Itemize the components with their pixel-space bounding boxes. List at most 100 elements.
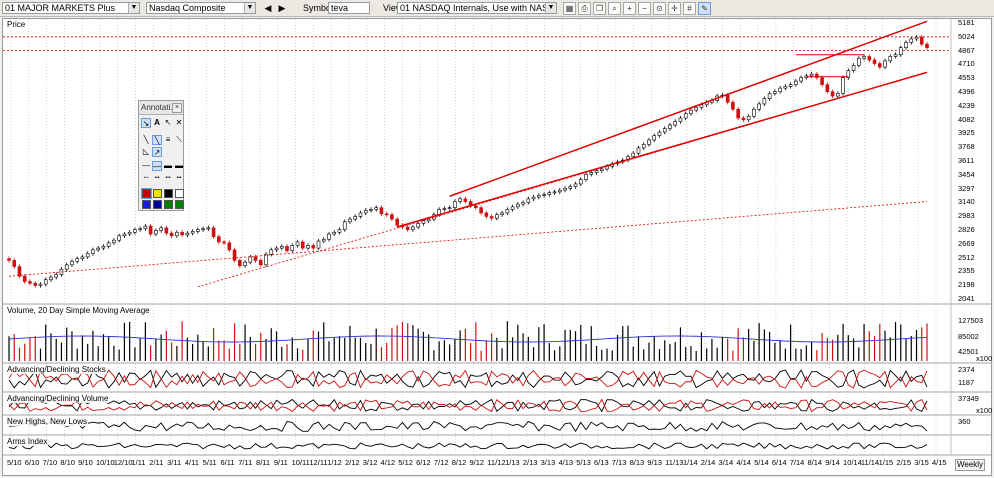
candle-body xyxy=(893,54,898,57)
candle-body xyxy=(290,245,295,252)
price-tick: 4867 xyxy=(958,45,975,55)
candle-body xyxy=(526,198,531,203)
candle-body xyxy=(757,103,761,110)
view-dropdown[interactable]: 01 NASDAQ Internals, Use with NASDAQ ▼ xyxy=(397,2,557,14)
trendline-icon[interactable]: ╲ xyxy=(143,135,149,144)
candle-body xyxy=(411,226,415,230)
color-blue-swatch[interactable] xyxy=(142,200,151,209)
adv-dec-volume-line xyxy=(8,398,928,413)
horizontal-line-icon[interactable]: ≡ xyxy=(165,135,171,144)
candle-body xyxy=(657,131,662,136)
zoom-out-icon[interactable]: − xyxy=(638,2,651,15)
volume-tick: 42501 xyxy=(958,347,979,356)
channel-icon[interactable]: ╲ xyxy=(152,135,162,145)
line-thick-icon[interactable]: ▬ xyxy=(164,161,172,170)
candle-body xyxy=(458,198,462,202)
candle-body xyxy=(510,206,515,210)
candle-body xyxy=(148,225,153,235)
color-green-swatch[interactable] xyxy=(164,200,173,209)
candle-body xyxy=(851,64,856,71)
date-tick: 3/11 xyxy=(167,458,182,467)
dash-thin-icon[interactable]: ┄ xyxy=(143,173,149,182)
dash-thick-icon[interactable]: ┅ xyxy=(165,173,171,182)
zoom-reset-icon[interactable]: ⊙ xyxy=(653,2,666,15)
candle-body xyxy=(573,183,578,187)
crosshair-icon[interactable]: ✛ xyxy=(668,2,681,15)
date-tick: 8/14 xyxy=(807,458,823,467)
channel-line xyxy=(8,201,928,277)
symbol-input[interactable]: teva xyxy=(328,2,370,14)
color-white-swatch[interactable] xyxy=(175,189,184,198)
candle-body xyxy=(557,189,562,193)
date-tick: 7/11 xyxy=(238,458,253,467)
arrow-icon[interactable]: ↗ xyxy=(152,147,162,157)
candle-body xyxy=(17,266,22,277)
date-tick: 10/14 xyxy=(843,458,862,467)
dash-medium-icon[interactable]: ┅ xyxy=(154,173,160,182)
text-tool-icon[interactable]: A xyxy=(154,118,160,127)
date-tick: 2/11 xyxy=(149,458,164,467)
copy-icon[interactable]: ❐ xyxy=(593,2,606,15)
date-tick: 7/14 xyxy=(789,458,805,467)
color-red-swatch[interactable] xyxy=(141,188,152,199)
candle-body xyxy=(390,214,394,220)
candle-body xyxy=(22,275,27,282)
date-tick: 9/14 xyxy=(825,458,840,467)
candle-body xyxy=(453,201,457,208)
pointer-tool-icon[interactable]: ↖ xyxy=(164,118,172,127)
close-icon[interactable]: × xyxy=(172,103,182,113)
highs-lows-line xyxy=(8,420,928,433)
next-button[interactable]: ▶ xyxy=(278,3,286,13)
candle-body xyxy=(636,147,641,154)
date-tick: 11/13 xyxy=(665,458,684,467)
previous-button[interactable]: ◀ xyxy=(264,3,272,13)
candle-body xyxy=(516,203,520,208)
candle-body xyxy=(238,260,242,266)
candle-body xyxy=(91,249,95,254)
print-icon[interactable]: ⎙ xyxy=(578,2,591,15)
price-tick: 5181 xyxy=(958,18,975,27)
candle-body xyxy=(594,170,599,173)
candle-body xyxy=(269,249,274,255)
line-tool-icon[interactable]: ↘ xyxy=(141,118,151,128)
candle-body xyxy=(825,84,830,92)
chevron-down-icon: ▼ xyxy=(128,3,139,13)
annotations-title-label: Annotati... xyxy=(141,103,178,112)
price-tick: 3925 xyxy=(958,128,975,138)
line-thickest-icon[interactable]: ▬ xyxy=(175,161,183,170)
watchlist-dropdown[interactable]: 01 MAJOR MARKETS Plus ▼ xyxy=(2,2,140,14)
candle-body xyxy=(788,84,793,87)
color-navy-swatch[interactable] xyxy=(153,200,162,209)
candle-body xyxy=(295,241,300,246)
annotation-tool-icon[interactable]: ✎ xyxy=(698,2,711,15)
candle-body xyxy=(369,209,373,211)
chart-settings-icon[interactable]: ▦ xyxy=(563,2,576,15)
date-tick: 2/12 xyxy=(344,458,360,467)
search-icon[interactable]: ⌕ xyxy=(608,2,621,15)
line-medium-icon[interactable]: — xyxy=(152,161,162,171)
candle-body xyxy=(106,242,111,247)
candle-body xyxy=(33,282,38,286)
date-tick: 9/10 xyxy=(78,458,93,467)
candle-body xyxy=(741,117,746,121)
candle-body xyxy=(321,239,326,242)
annotations-palette[interactable]: Annotati... × ↘ A ↖ ✕ ╲ ╲ ≡ ⟍ ◺ ↗ — — ▬ … xyxy=(138,100,184,211)
color-yellow-swatch[interactable] xyxy=(153,189,162,198)
fan-icon[interactable]: ⟍ xyxy=(176,135,182,144)
price-tick: 4710 xyxy=(958,59,975,69)
price-tick: 2669 xyxy=(958,238,975,248)
line-thin-icon[interactable]: — xyxy=(142,161,150,170)
period-dropdown[interactable]: Weekly xyxy=(955,459,985,471)
grid-icon[interactable]: # xyxy=(683,2,696,15)
delete-tool-icon[interactable]: ✕ xyxy=(175,118,183,127)
candle-body xyxy=(196,229,200,232)
price-tick: 3768 xyxy=(958,142,975,152)
index-dropdown[interactable]: Nasdaq Composite ▼ xyxy=(146,2,256,14)
date-tick: 6/10 xyxy=(24,458,40,467)
dash-thickest-icon[interactable]: ┅ xyxy=(176,173,182,182)
fib-icon[interactable]: ◺ xyxy=(142,147,150,156)
color-dark-green-swatch[interactable] xyxy=(175,200,184,209)
price-tick: 3611 xyxy=(958,156,975,165)
zoom-in-icon[interactable]: + xyxy=(623,2,636,15)
color-black-swatch[interactable] xyxy=(164,189,173,198)
